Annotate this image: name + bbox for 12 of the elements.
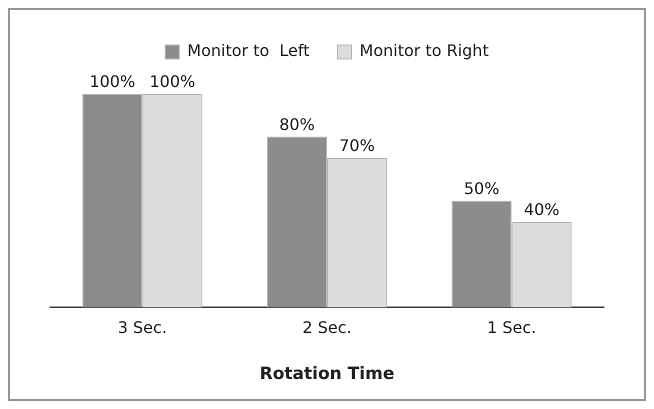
data-label: 100% bbox=[149, 72, 196, 92]
x-tick-label: 1 Sec. bbox=[487, 318, 536, 338]
data-label: 50% bbox=[464, 178, 500, 198]
legend-label: Monitor to Right bbox=[360, 41, 489, 60]
x-tick-label: 3 Sec. bbox=[118, 318, 167, 338]
x-tick-label: 2 Sec. bbox=[302, 318, 352, 338]
legend-label: Monitor to Left bbox=[187, 41, 310, 60]
data-label: 100% bbox=[89, 72, 136, 92]
x-axis-title: Rotation Time bbox=[260, 364, 394, 384]
data-label: 40% bbox=[524, 200, 560, 220]
data-label: 70% bbox=[339, 136, 375, 156]
data-label: 80% bbox=[279, 114, 315, 134]
